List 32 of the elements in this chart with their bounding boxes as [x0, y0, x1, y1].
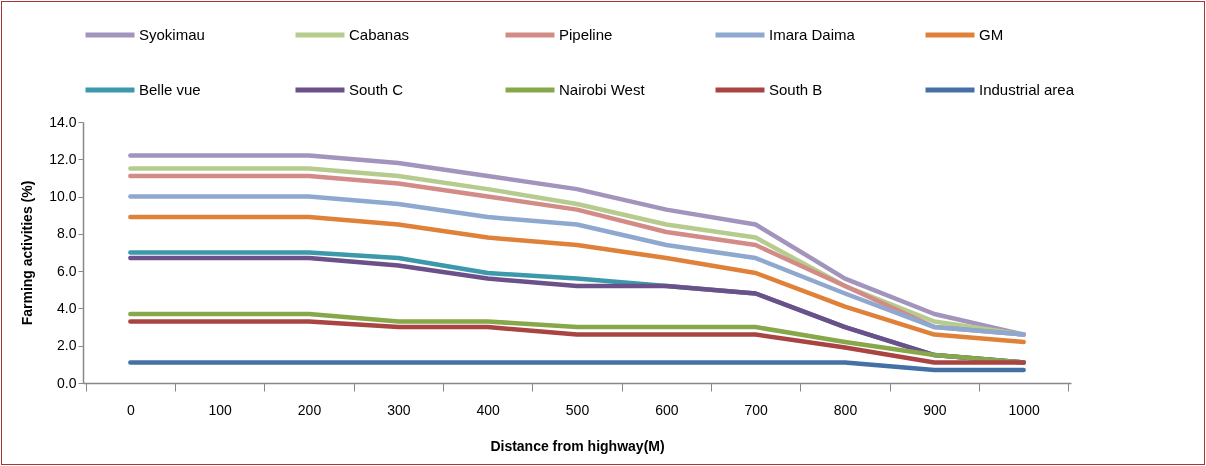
x-tick-label: 1000 [1008, 401, 1040, 418]
legend-label: GM [979, 26, 1004, 43]
y-tick-label: 14.0 [49, 113, 77, 130]
x-tick-label: 900 [923, 401, 947, 418]
line-series [128, 214, 1026, 345]
legend-label: Imara Daima [769, 26, 856, 43]
y-tick-label: 12.0 [49, 150, 77, 167]
legend-label: Belle vue [139, 81, 201, 98]
legend-label: Industrial area [979, 81, 1075, 98]
y-tick-label: 10.0 [49, 188, 77, 205]
x-tick-label: 600 [655, 401, 679, 418]
x-tick-label: 700 [744, 401, 769, 418]
y-tick-label: 4.0 [57, 299, 77, 316]
x-tick-label: 100 [208, 401, 233, 418]
legend-label: South B [769, 81, 823, 98]
x-tick-label: 0 [126, 401, 135, 418]
x-axis-title: Distance from highway(M) [490, 437, 665, 454]
legend-label: Cabanas [349, 26, 410, 43]
legend-label: Pipeline [559, 26, 613, 43]
y-tick-label: 6.0 [57, 262, 77, 279]
legend-label: Nairobi West [559, 81, 646, 98]
x-tick-label: 200 [297, 401, 322, 418]
x-tick-label: 800 [833, 401, 858, 418]
legend-label: South C [349, 81, 404, 98]
x-tick-label: 500 [565, 401, 590, 418]
x-tick-label: 400 [476, 401, 501, 418]
y-axis-title: Farming activities (%) [19, 180, 36, 326]
legend-label: Syokimau [139, 26, 205, 43]
x-tick-label: 300 [387, 401, 411, 418]
y-tick-label: 2.0 [57, 337, 77, 354]
y-tick-label: 8.0 [57, 225, 77, 242]
y-tick-label: 0.0 [57, 374, 77, 391]
